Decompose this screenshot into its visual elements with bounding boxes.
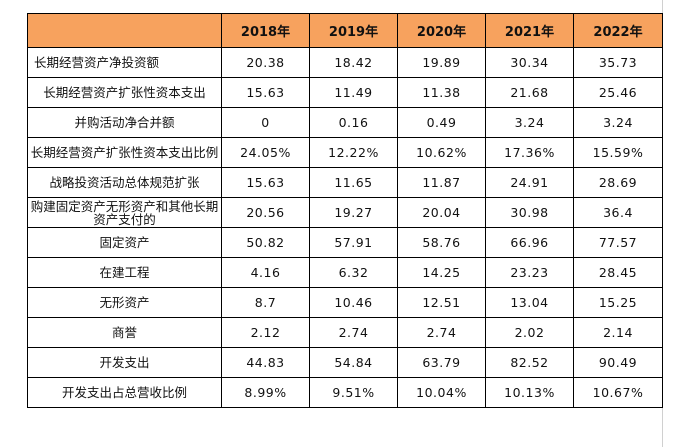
value-cell[interactable]: 66.96 [485, 227, 574, 258]
value-cell[interactable]: 15.63 [221, 77, 310, 108]
row-label-cell[interactable]: 在建工程 [27, 257, 222, 288]
row-label-cell[interactable]: 长期经营资产扩张性资本支出比例 [27, 137, 222, 168]
row-label-cell[interactable]: 长期经营资产扩张性资本支出 [27, 77, 222, 108]
value-cell[interactable]: 2.74 [397, 317, 486, 348]
value-cell[interactable]: 20.04 [397, 197, 486, 228]
table-row: 购建固定资产无形资产和其他长期资产支付的 20.56 19.27 20.04 30.98… [27, 197, 663, 228]
value-cell[interactable]: 24.05% [221, 137, 310, 168]
table-row: 战略投资活动总体规范扩张 15.63 11.65 11.87 24.91 28.69 [27, 167, 663, 198]
value-cell[interactable]: 2.14 [573, 317, 663, 348]
table-row: 固定资产 50.82 57.91 58.76 66.96 77.57 [27, 227, 663, 258]
value-cell[interactable]: 44.83 [221, 347, 310, 378]
value-cell[interactable]: 3.24 [573, 107, 663, 138]
value-cell[interactable]: 28.69 [573, 167, 663, 198]
row-label-cell[interactable]: 开发支出占总营收比例 [27, 377, 222, 408]
row-label-cell[interactable]: 长期经营资产净投资额 [27, 47, 222, 78]
value-cell[interactable]: 30.98 [485, 197, 574, 228]
value-cell[interactable]: 11.65 [309, 167, 398, 198]
value-cell[interactable]: 77.57 [573, 227, 663, 258]
value-cell[interactable]: 12.22% [309, 137, 398, 168]
value-cell[interactable]: 19.89 [397, 47, 486, 78]
year-header-2019[interactable]: 2019年 [309, 13, 398, 48]
data-table: 2018年 2019年 2020年 2021年 2022年 长期经营资产净投资额… [27, 13, 663, 408]
value-cell[interactable]: 20.56 [221, 197, 310, 228]
value-cell[interactable]: 10.46 [309, 287, 398, 318]
value-cell[interactable]: 24.91 [485, 167, 574, 198]
sheet-gridline [662, 0, 663, 447]
table-row: 在建工程 4.16 6.32 14.25 23.23 28.45 [27, 257, 663, 288]
row-label-cell[interactable]: 无形资产 [27, 287, 222, 318]
value-cell[interactable]: 23.23 [485, 257, 574, 288]
value-cell[interactable]: 17.36% [485, 137, 574, 168]
year-header-2018[interactable]: 2018年 [221, 13, 310, 48]
value-cell[interactable]: 8.7 [221, 287, 310, 318]
value-cell[interactable]: 21.68 [485, 77, 574, 108]
value-cell[interactable]: 25.46 [573, 77, 663, 108]
value-cell[interactable]: 58.76 [397, 227, 486, 258]
row-label-cell[interactable]: 战略投资活动总体规范扩张 [27, 167, 222, 198]
value-cell[interactable]: 90.49 [573, 347, 663, 378]
row-label-cell[interactable]: 固定资产 [27, 227, 222, 258]
value-cell[interactable]: 19.27 [309, 197, 398, 228]
value-cell[interactable]: 54.84 [309, 347, 398, 378]
row-label-cell[interactable]: 购建固定资产无形资产和其他长期资产支付的 [27, 197, 222, 228]
value-cell[interactable]: 15.25 [573, 287, 663, 318]
value-cell[interactable]: 9.51% [309, 377, 398, 408]
value-cell[interactable]: 12.51 [397, 287, 486, 318]
value-cell[interactable]: 14.25 [397, 257, 486, 288]
table-row: 无形资产 8.7 10.46 12.51 13.04 15.25 [27, 287, 663, 318]
value-cell[interactable]: 15.63 [221, 167, 310, 198]
year-header-2022[interactable]: 2022年 [573, 13, 663, 48]
value-cell[interactable]: 6.32 [309, 257, 398, 288]
header-row: 2018年 2019年 2020年 2021年 2022年 [27, 13, 663, 48]
value-cell[interactable]: 0.49 [397, 107, 486, 138]
value-cell[interactable]: 13.04 [485, 287, 574, 318]
row-label-cell[interactable]: 开发支出 [27, 347, 222, 378]
value-cell[interactable]: 63.79 [397, 347, 486, 378]
value-cell[interactable]: 10.13% [485, 377, 574, 408]
row-label-cell[interactable]: 并购活动净合并额 [27, 107, 222, 138]
value-cell[interactable]: 2.74 [309, 317, 398, 348]
value-cell[interactable]: 28.45 [573, 257, 663, 288]
value-cell[interactable]: 20.38 [221, 47, 310, 78]
table-row: 长期经营资产扩张性资本支出比例 24.05% 12.22% 10.62% 17.36% 1… [27, 137, 663, 168]
year-header-2020[interactable]: 2020年 [397, 13, 486, 48]
value-cell[interactable]: 4.16 [221, 257, 310, 288]
table-row: 开发支出 44.83 54.84 63.79 82.52 90.49 [27, 347, 663, 378]
table-row: 长期经营资产扩张性资本支出 15.63 11.49 11.38 21.68 25.46 [27, 77, 663, 108]
header-corner-cell[interactable] [27, 13, 222, 48]
value-cell[interactable]: 30.34 [485, 47, 574, 78]
value-cell[interactable]: 35.73 [573, 47, 663, 78]
value-cell[interactable]: 10.67% [573, 377, 663, 408]
value-cell[interactable]: 8.99% [221, 377, 310, 408]
value-cell[interactable]: 3.24 [485, 107, 574, 138]
value-cell[interactable]: 11.38 [397, 77, 486, 108]
value-cell[interactable]: 11.49 [309, 77, 398, 108]
table-row: 长期经营资产净投资额 20.38 18.42 19.89 30.34 35.73 [27, 47, 663, 78]
value-cell[interactable]: 15.59% [573, 137, 663, 168]
value-cell[interactable]: 0.16 [309, 107, 398, 138]
value-cell[interactable]: 2.02 [485, 317, 574, 348]
row-label-cell[interactable]: 商誉 [27, 317, 222, 348]
value-cell[interactable]: 50.82 [221, 227, 310, 258]
value-cell[interactable]: 0 [221, 107, 310, 138]
value-cell[interactable]: 10.62% [397, 137, 486, 168]
table-row: 开发支出占总营收比例 8.99% 9.51% 10.04% 10.13% 10.67% [27, 377, 663, 408]
value-cell[interactable]: 57.91 [309, 227, 398, 258]
value-cell[interactable]: 36.4 [573, 197, 663, 228]
table-row: 商誉 2.12 2.74 2.74 2.02 2.14 [27, 317, 663, 348]
value-cell[interactable]: 2.12 [221, 317, 310, 348]
value-cell[interactable]: 10.04% [397, 377, 486, 408]
value-cell[interactable]: 18.42 [309, 47, 398, 78]
value-cell[interactable]: 11.87 [397, 167, 486, 198]
table-row: 并购活动净合并额 0 0.16 0.49 3.24 3.24 [27, 107, 663, 138]
year-header-2021[interactable]: 2021年 [485, 13, 574, 48]
value-cell[interactable]: 82.52 [485, 347, 574, 378]
